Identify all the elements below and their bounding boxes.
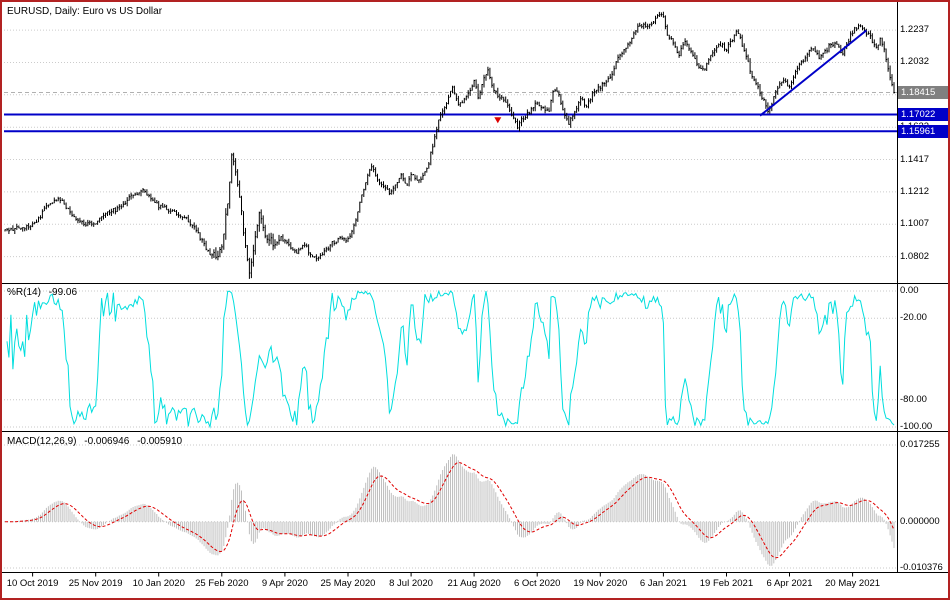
sell-arrow-marker[interactable]: [494, 117, 502, 124]
current-price-tag: 1.18415: [898, 86, 948, 99]
wpr-value: -99.06: [48, 287, 78, 298]
wpr-gridlines: [4, 290, 897, 428]
wpr-indicator-label: %R(14) -99.06: [7, 287, 82, 298]
macd-signal-value: -0.005910: [137, 436, 183, 447]
wpr-name: %R(14): [7, 287, 41, 298]
trendline[interactable]: [759, 29, 868, 117]
macd-name: MACD(12,26,9): [7, 436, 77, 447]
macd-histogram: [6, 454, 895, 566]
macd-main-value: -0.006946: [84, 436, 130, 447]
macd-indicator-label: MACD(12,26,9) -0.006946 -0.005910: [7, 436, 187, 447]
chart-title-text: EURUSD, Daily: Euro vs US Dollar: [7, 6, 163, 17]
chart-title: EURUSD, Daily: Euro vs US Dollar: [7, 6, 167, 17]
price-bars: [4, 11, 896, 279]
price-gridlines: [4, 29, 897, 258]
wpr-line: [6, 289, 895, 429]
support-level-tag-2: 1.15961: [898, 125, 948, 138]
macd-signal-line: [5, 462, 895, 559]
panel-dividers: [2, 283, 948, 573]
time-ticks: [32, 572, 854, 577]
support-level-tag-1: 1.17022: [898, 108, 948, 121]
